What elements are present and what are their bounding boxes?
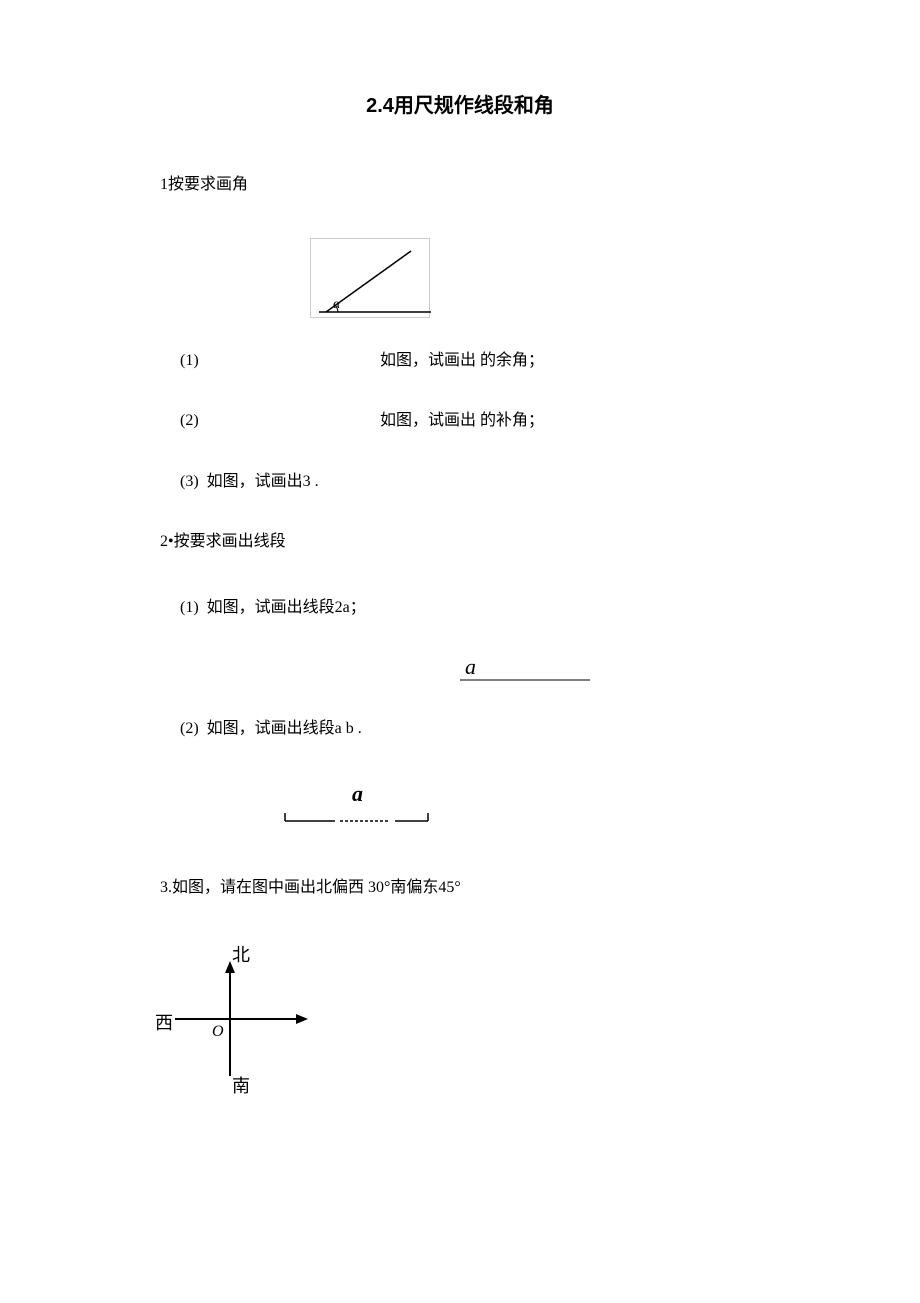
compass-figure: 北 西 南 O — [160, 941, 320, 1101]
bracket-a-label: a — [280, 776, 435, 811]
q2-item-1-num: (1) — [180, 599, 199, 616]
q2-item-2-num: (2) — [180, 720, 199, 737]
q1-item-3: (3) 如图，试画出3 . — [180, 469, 760, 495]
q2-item-1-text: 如图，试画出线段2a； — [207, 599, 366, 616]
q2-item-2: (2) 如图，试画出线段a b . — [180, 716, 760, 742]
alpha-label: α — [333, 294, 340, 316]
q1-item-1-text: 如图，试画出 的余角； — [380, 352, 544, 369]
q1-item-1: (1)如图，试画出 的余角； — [180, 348, 760, 374]
bracket-figure: a — [280, 776, 435, 835]
q1-item-2-num: (2) — [180, 408, 380, 434]
q3-heading: 3.如图，请在图中画出北偏西 30°南偏东45° — [160, 875, 760, 901]
svg-text:a: a — [465, 656, 476, 679]
q1-heading: 1按要求画角 — [160, 172, 760, 198]
q1-item-1-num: (1) — [180, 348, 380, 374]
q2-heading: 2•按要求画出线段 — [160, 529, 760, 555]
q1-item-3-num: (3) — [180, 473, 199, 490]
page-title: 2.4用尺规作线段和角 — [160, 90, 760, 122]
q1-item-2-text: 如图，试画出 的补角； — [380, 412, 544, 429]
line-a-figure: a — [460, 656, 760, 686]
q1-item-3-text: 如图，试画出3 . — [207, 473, 319, 490]
angle-figure: α — [310, 238, 430, 318]
q1-item-2: (2)如图，试画出 的补角； — [180, 408, 760, 434]
q2-item-2-text: 如图，试画出线段a b . — [207, 720, 362, 737]
q2-item-1: (1) 如图，试画出线段2a； — [180, 595, 760, 621]
